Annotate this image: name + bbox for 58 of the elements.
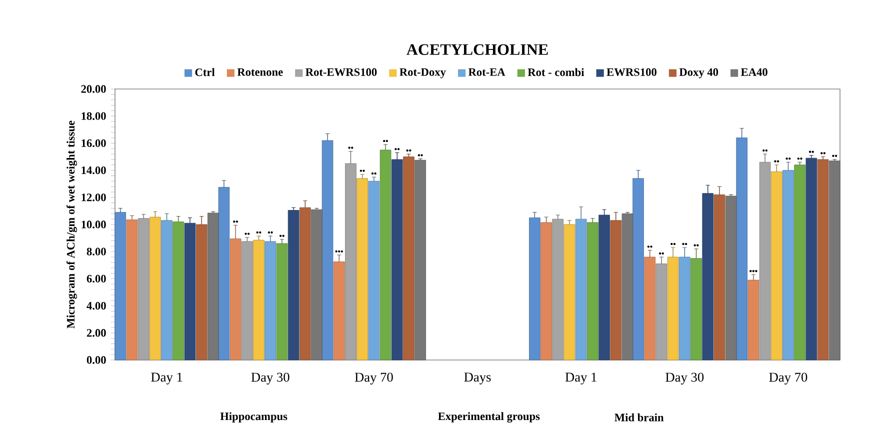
data-label: •• [820, 152, 826, 154]
data-label: •• [682, 242, 688, 246]
x-tick-label: Day 70 [769, 372, 808, 384]
data-label: •• [694, 244, 699, 246]
data-label: •• [670, 242, 676, 246]
text: Experimental groups [438, 412, 540, 423]
y-tick-label: 18.00 [82, 112, 106, 120]
data-label: •• [797, 157, 802, 160]
y-tick-label: 2.00 [86, 329, 106, 337]
data-label: •• [279, 234, 284, 237]
data-label: ••• [750, 270, 758, 272]
x-tick-label: Day 70 [354, 372, 393, 384]
legend-label: Rot-EA [468, 68, 506, 76]
legend-label: Rotenone [237, 68, 283, 76]
data-label: •• [383, 140, 388, 142]
y-tick-label: 0.00 [86, 356, 106, 364]
legend-label: Rot - combi [528, 68, 584, 76]
legend-label: Ctrl [195, 68, 215, 76]
data-label: •• [371, 172, 376, 175]
data-label: •• [774, 160, 780, 162]
y-axis-title: Microgram of ACh/gm of wet weight tissue [66, 120, 77, 328]
y-tick-label: 20.00 [81, 85, 106, 93]
legend-label: EA40 [740, 68, 768, 76]
legend-label: Rot-Doxy [400, 68, 446, 78]
data-label: •• [786, 157, 791, 160]
x-tick-label: Day 30 [251, 372, 290, 384]
data-label: •• [658, 252, 664, 255]
y-tick-label: 14.00 [82, 166, 106, 174]
data-label: •• [832, 154, 838, 157]
data-label: •• [233, 220, 238, 223]
data-label: •• [418, 154, 423, 156]
chart-title: ACETYLCHOLINE [406, 44, 548, 55]
legend-label: Rot-EWRS100 [306, 68, 377, 76]
data-label: •• [394, 148, 400, 150]
x-tick-label: Days [464, 372, 491, 384]
text: Hippocampus [220, 412, 288, 422]
y-tick-label: 12.00 [82, 194, 106, 202]
text: Mid brain [614, 413, 664, 422]
x-tick-label: Day 1 [565, 372, 596, 384]
x-tick-label: Day 30 [666, 372, 704, 384]
data-label: ••• [335, 250, 344, 252]
legend-label: Doxy 40 [679, 68, 718, 78]
x-tick-label: Day 1 [151, 372, 182, 384]
data-label: •• [360, 170, 365, 172]
y-tick-label: 8.00 [86, 248, 106, 256]
y-tick-label: 16.00 [82, 139, 106, 148]
y-tick-label: 6.00 [86, 274, 106, 283]
y-tick-label: 10.00 [82, 220, 106, 228]
data-label: •• [244, 232, 250, 235]
data-label: •• [808, 150, 814, 153]
data-label: •• [348, 146, 354, 149]
data-label: •• [268, 231, 273, 234]
legend-label: EWRS100 [606, 68, 656, 76]
y-tick-label: 4.00 [86, 302, 106, 310]
data-label: •• [762, 149, 768, 152]
data-label: •• [406, 149, 412, 152]
data-label: •• [647, 246, 652, 248]
data-label: •• [256, 231, 262, 234]
